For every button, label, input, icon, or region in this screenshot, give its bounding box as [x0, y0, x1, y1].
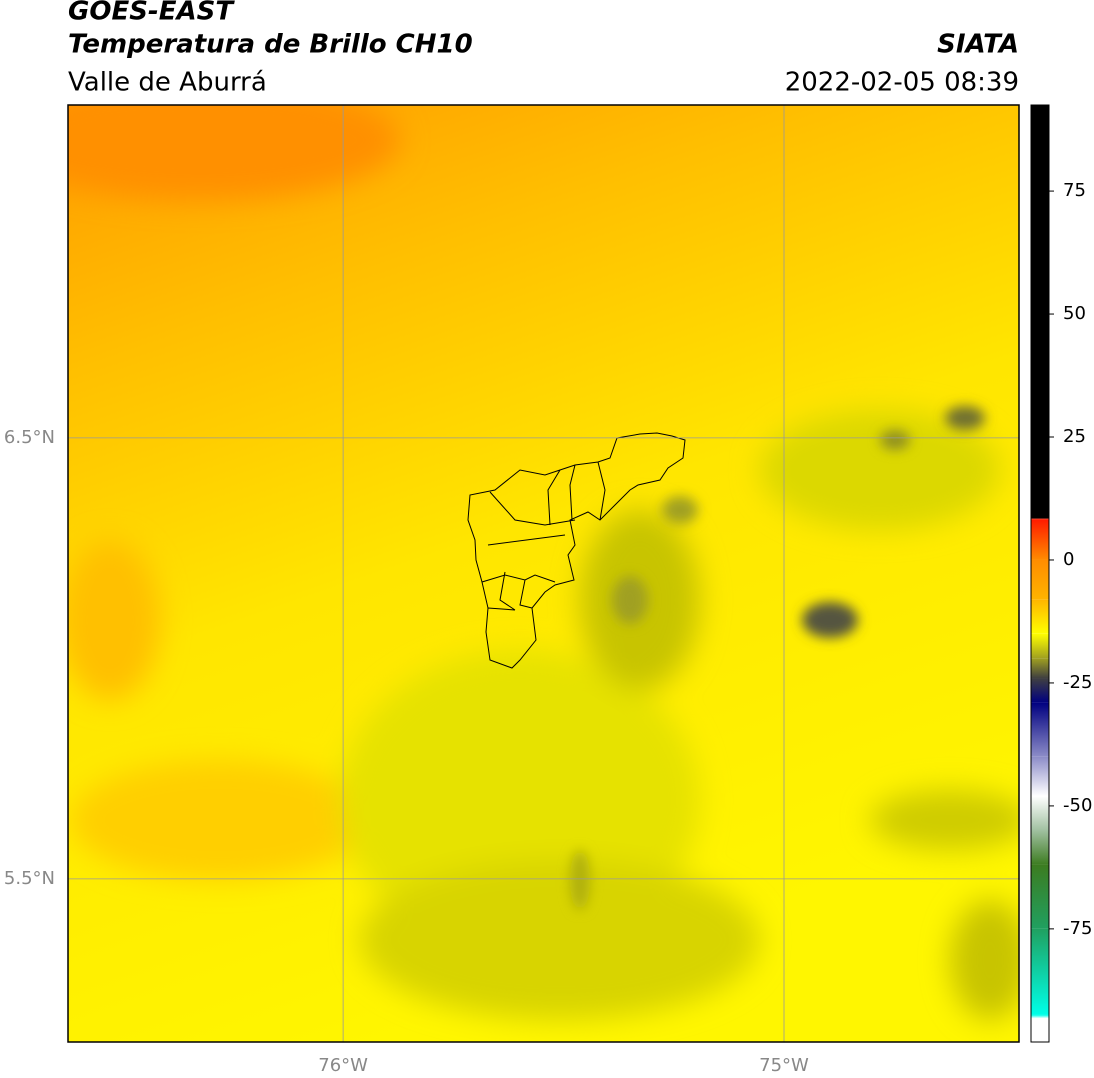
x-tick-label: 75°W	[759, 1055, 809, 1076]
colorbar-segment	[1031, 830, 1049, 865]
colorbar-segment	[1031, 1014, 1049, 1019]
colorbar-segment	[1031, 105, 1049, 519]
colorbar-segment	[1031, 756, 1049, 797]
colorbar-tick-label: 50	[1063, 303, 1086, 324]
colorbar-segment	[1031, 633, 1049, 659]
colorbar-frame	[1030, 104, 1050, 1043]
cold-cells	[570, 406, 985, 910]
colorbar-segment	[1031, 678, 1049, 703]
x-tick-label: 76°W	[318, 1055, 368, 1076]
colorbar-segment	[1031, 518, 1049, 520]
colorbar-segment	[1031, 1018, 1049, 1042]
colorbar-tick-label: 0	[1063, 549, 1074, 570]
source: SIATA	[937, 30, 1019, 60]
graticule: 76°W 75°W 6.5°N 5.5°N	[4, 105, 1019, 1076]
colorbar-segment	[1031, 559, 1049, 600]
map-frame	[67, 104, 1020, 1043]
colorbar-segment	[1031, 658, 1049, 679]
map-field	[68, 105, 1019, 1042]
region: Valle de Aburrá	[68, 68, 267, 98]
municipality-borders	[481, 461, 606, 611]
colorbar-tick-label: -25	[1063, 672, 1092, 693]
colorbar-segment	[1031, 864, 1049, 929]
timestamp: 2022-02-05 08:39	[785, 68, 1019, 98]
colorbar-segment	[1031, 928, 1049, 1015]
colorbar-segment	[1031, 519, 1049, 560]
colorbar-segment	[1031, 702, 1049, 757]
colorbar-tick-label: 75	[1063, 180, 1086, 201]
colorbar-tick-label: 25	[1063, 426, 1086, 447]
y-tick-label: 5.5°N	[4, 868, 55, 889]
subtitle: Temperatura de Brillo CH10	[68, 30, 473, 60]
field-texture	[68, 105, 1019, 1020]
title: GOES-EAST	[68, 0, 235, 27]
colorbar-segment	[1031, 796, 1049, 831]
colorbar-tick-label: -75	[1063, 918, 1092, 939]
colorbar-tick-label: -50	[1063, 795, 1092, 816]
colorbar-segment	[1031, 599, 1049, 634]
colorbar: 75 50 25 0 -25 -50 -75	[1031, 105, 1092, 1042]
y-tick-label: 6.5°N	[4, 427, 55, 448]
